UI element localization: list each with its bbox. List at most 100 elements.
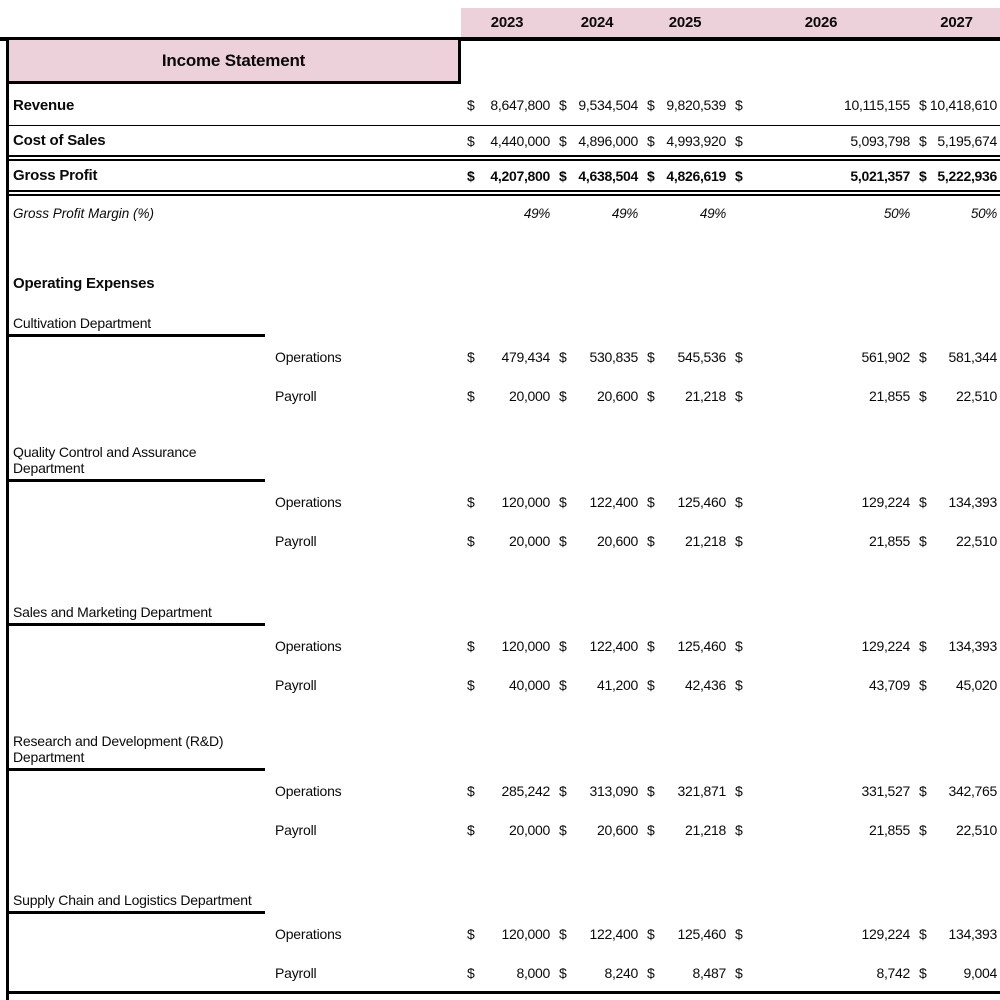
cell-value-2027[interactable]: $10,418,610 xyxy=(913,85,1000,125)
row-label-cell[interactable] xyxy=(9,482,265,522)
row-label-cell[interactable] xyxy=(9,954,265,991)
cell-value-2025[interactable]: 49% xyxy=(641,196,729,231)
row-sublabel-cell[interactable] xyxy=(265,452,461,482)
cell-value-2023[interactable]: $285,242 xyxy=(461,771,553,811)
cell-value-2024[interactable]: $4,896,000 xyxy=(553,126,641,155)
cell-value-2025[interactable]: $125,460 xyxy=(641,914,729,954)
year-header-2027[interactable]: 2027 xyxy=(940,14,973,31)
cell-value-2027[interactable]: 50% xyxy=(913,196,1000,231)
row-label-cell[interactable] xyxy=(9,626,265,666)
cell-value-2024[interactable]: $20,600 xyxy=(553,522,641,560)
cell-value-2026[interactable]: $129,224 xyxy=(729,482,913,522)
cell-value-2024[interactable]: $313,090 xyxy=(553,771,641,811)
cell-value-2026[interactable]: $10,115,155 xyxy=(729,85,913,125)
cell-value-2023[interactable]: $120,000 xyxy=(461,914,553,954)
year-header-2023[interactable]: 2023 xyxy=(490,14,524,31)
cell-value-2025[interactable]: $9,820,539 xyxy=(641,85,729,125)
cell-value-2027[interactable]: $9,004 xyxy=(913,954,1000,991)
cell-value-2023[interactable]: $479,434 xyxy=(461,337,553,377)
cell-value-2025[interactable]: $321,871 xyxy=(641,771,729,811)
cell-value-2025[interactable]: $4,826,619 xyxy=(641,161,729,190)
department-name-cell[interactable]: Sales and Marketing Department xyxy=(9,596,265,626)
expense-label-cell[interactable]: Operations xyxy=(265,771,461,811)
cell-value-2024[interactable]: $9,534,504 xyxy=(553,85,641,125)
row-label-cell[interactable] xyxy=(9,914,265,954)
cell-value-2023[interactable]: $40,000 xyxy=(461,666,553,704)
cell-value-2027[interactable]: $581,344 xyxy=(913,337,1000,377)
cell-value-2027[interactable]: $45,020 xyxy=(913,666,1000,704)
row-label-cell[interactable]: Gross Profit Margin (%) xyxy=(9,196,265,231)
row-label-cell[interactable]: Gross Profit xyxy=(9,161,265,190)
cell-value-2027[interactable]: $22,510 xyxy=(913,811,1000,849)
row-sublabel-cell[interactable] xyxy=(265,741,461,771)
year-header-2024[interactable]: 2024 xyxy=(580,14,614,31)
cell-value-2025[interactable]: $125,460 xyxy=(641,482,729,522)
expense-label-cell[interactable]: Operations xyxy=(265,482,461,522)
cell-value-2024[interactable]: $4,638,504 xyxy=(553,161,641,190)
cell-value-2023[interactable]: $120,000 xyxy=(461,482,553,522)
cell-value-2026[interactable]: $129,224 xyxy=(729,914,913,954)
cell-value-2023[interactable]: $20,000 xyxy=(461,811,553,849)
cell-value-2023[interactable]: $20,000 xyxy=(461,522,553,560)
cell-value-2023[interactable]: $8,647,800 xyxy=(461,85,553,125)
cell-value-2023[interactable]: $4,440,000 xyxy=(461,126,553,155)
expense-label-cell[interactable]: Payroll xyxy=(265,811,461,849)
year-header-2025[interactable]: 2025 xyxy=(668,14,702,31)
cell-value-2027[interactable]: $5,195,674 xyxy=(913,126,1000,155)
cell-value-2025[interactable]: $21,218 xyxy=(641,811,729,849)
department-name-cell[interactable]: Supply Chain and Logistics Department xyxy=(9,884,265,914)
cell-value-2027[interactable]: $5,222,936 xyxy=(913,161,1000,190)
cell-value-2027[interactable]: $134,393 xyxy=(913,482,1000,522)
expense-label-cell[interactable]: Payroll xyxy=(265,666,461,704)
row-sublabel-cell[interactable] xyxy=(265,196,461,231)
cell-value-2023[interactable]: $4,207,800 xyxy=(461,161,553,190)
income-statement-title-cell[interactable]: Income Statement xyxy=(6,37,461,84)
cell-value-2024[interactable]: $530,835 xyxy=(553,337,641,377)
cell-value-2024[interactable]: $8,240 xyxy=(553,954,641,991)
cell-value-2026[interactable]: $5,021,357 xyxy=(729,161,913,190)
row-label-cell[interactable] xyxy=(9,771,265,811)
cell-value-2025[interactable]: $545,536 xyxy=(641,337,729,377)
cell-value-2026[interactable]: $561,902 xyxy=(729,337,913,377)
cell-value-2026[interactable]: $21,855 xyxy=(729,377,913,415)
cell-value-2024[interactable]: $20,600 xyxy=(553,811,641,849)
cell-value-2027[interactable]: $22,510 xyxy=(913,377,1000,415)
cell-value-2026[interactable]: $21,855 xyxy=(729,811,913,849)
cell-value-2023[interactable]: 49% xyxy=(461,196,553,231)
row-label-cell[interactable] xyxy=(9,337,265,377)
cell-value-2023[interactable]: $20,000 xyxy=(461,377,553,415)
row-sublabel-cell[interactable] xyxy=(265,126,461,155)
cell-value-2027[interactable]: $22,510 xyxy=(913,522,1000,560)
cell-value-2023[interactable]: $8,000 xyxy=(461,954,553,991)
row-sublabel-cell[interactable] xyxy=(265,884,461,914)
row-label-cell[interactable] xyxy=(9,377,265,415)
cell-value-2026[interactable]: $5,093,798 xyxy=(729,126,913,155)
cell-value-2024[interactable]: $122,400 xyxy=(553,482,641,522)
department-name-cell[interactable]: Research and Development (R&D) Departmen… xyxy=(9,733,265,771)
row-label-cell[interactable] xyxy=(9,522,265,560)
cell-value-2024[interactable]: $122,400 xyxy=(553,914,641,954)
row-label-cell[interactable]: Cost of Sales xyxy=(9,126,265,155)
expense-label-cell[interactable]: Payroll xyxy=(265,522,461,560)
row-sublabel-cell[interactable] xyxy=(265,266,461,301)
cell-value-2025[interactable]: $42,436 xyxy=(641,666,729,704)
cell-value-2024[interactable]: 49% xyxy=(553,196,641,231)
cell-value-2027[interactable]: $134,393 xyxy=(913,914,1000,954)
cell-value-2026[interactable]: $43,709 xyxy=(729,666,913,704)
cell-value-2025[interactable]: $4,993,920 xyxy=(641,126,729,155)
cell-value-2025[interactable]: $125,460 xyxy=(641,626,729,666)
cell-value-2023[interactable]: $120,000 xyxy=(461,626,553,666)
row-sublabel-cell[interactable] xyxy=(265,161,461,190)
cell-value-2024[interactable]: $41,200 xyxy=(553,666,641,704)
cell-value-2027[interactable]: $134,393 xyxy=(913,626,1000,666)
expense-label-cell[interactable]: Operations xyxy=(265,626,461,666)
cell-value-2026[interactable]: $331,527 xyxy=(729,771,913,811)
operating-expenses-heading-cell[interactable]: Operating Expenses xyxy=(9,266,265,301)
cell-value-2026[interactable]: $129,224 xyxy=(729,626,913,666)
department-name-cell[interactable]: Cultivation Department xyxy=(9,301,265,337)
cell-value-2025[interactable]: $21,218 xyxy=(641,522,729,560)
cell-value-2024[interactable]: $20,600 xyxy=(553,377,641,415)
row-label-cell[interactable] xyxy=(9,666,265,704)
department-name-cell[interactable]: Quality Control and Assurance Department xyxy=(9,444,265,482)
cell-value-2027[interactable]: $342,765 xyxy=(913,771,1000,811)
